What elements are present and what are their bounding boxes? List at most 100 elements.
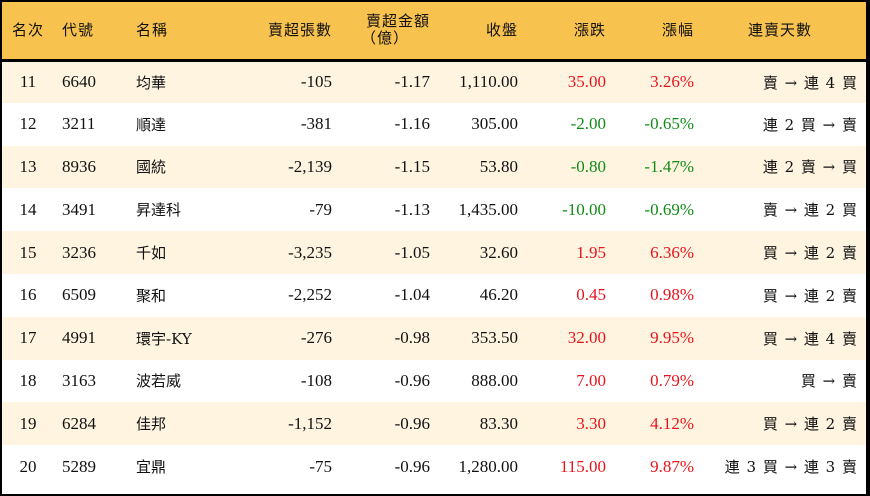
stock-name-cell: 佳邦 [136,415,167,434]
close-price-cell: 888.00 [471,370,518,390]
change-cell: 35.00 [567,72,606,92]
stock-name-cell: 環宇-KY [136,329,192,348]
change-cell: -2.00 [570,114,606,134]
close-price-cell: 305.00 [471,114,518,134]
close-price-cell: 46.20 [479,285,518,305]
header-code: 代號 [62,20,95,39]
table-body: 11 6640 均華 -105 -1.17 1,110.00 35.00 3.26% 賣 → 連… [2,60,866,488]
sell-volume-cell: -105 [300,72,332,92]
change-cell: -0.80 [570,156,606,176]
sell-volume-cell: -108 [300,370,332,390]
sell-volume-cell: -2,139 [288,156,332,176]
stock-code-cell: 3211 [62,114,96,134]
stock-code-cell: 3491 [62,199,96,219]
rank-cell: 12 [19,114,37,134]
header-close: 收盤 [485,20,518,39]
table-row[interactable]: 13 8936 國統 -2,139 -1.15 53.80 -0.80 -1.47% 連 2 賣… [2,145,866,189]
streak-cell: 賣 → 連 2 買 [762,201,858,220]
stock-name-cell: 均華 [136,73,167,92]
header-name: 名稱 [136,20,169,39]
table-row[interactable]: 15 3236 千如 -3,235 -1.05 32.60 1.95 6.36% 買 → 連 2… [2,231,866,274]
stock-code-cell: 3236 [62,242,96,262]
sell-amount-cell: -0.96 [394,370,430,390]
sell-amount-cell: -1.05 [394,242,430,262]
sell-volume-cell: -79 [309,199,332,219]
close-price-cell: 353.50 [471,328,518,348]
stock-name-cell: 千如 [136,244,167,263]
stock-code-cell: 3163 [62,370,96,390]
close-price-cell: 32.60 [479,242,518,262]
rank-cell: 11 [19,72,37,92]
stock-code-cell: 6640 [62,72,96,92]
sell-amount-cell: -1.13 [394,199,430,219]
sell-amount-cell: -1.17 [394,72,430,92]
stock-code-cell: 5289 [62,456,96,476]
change-cell: 0.45 [576,285,606,305]
sell-amount-cell: -1.04 [394,285,430,305]
stock-code-cell: 6509 [62,285,96,305]
rank-cell: 18 [19,370,37,390]
change-cell: -10.00 [562,199,606,219]
stock-name-cell: 波若威 [136,372,182,391]
sell-volume-cell: -3,235 [288,242,332,262]
table-row[interactable]: 14 3491 昇達科 -79 -1.13 1,435.00 -10.00 -0.69% 賣 →… [2,188,866,232]
table-row[interactable]: 17 4991 環宇-KY -276 -0.98 353.50 32.00 9.95% 買 → … [2,316,866,360]
stock-code-cell: 8936 [62,156,96,176]
sell-volume-cell: -2,252 [288,285,332,305]
streak-cell: 買 → 連 4 賣 [762,329,858,348]
close-price-cell: 1,280.00 [458,456,519,476]
close-price-cell: 83.30 [479,413,518,433]
change-cell: 7.00 [576,370,606,390]
close-price-cell: 53.80 [479,156,518,176]
table-row[interactable]: 19 6284 佳邦 -1,152 -0.96 83.30 3.30 4.12% 買 → 連 2… [2,402,866,446]
rank-cell: 19 [19,413,37,433]
streak-cell: 連 2 買 → 賣 [762,115,858,134]
net-sell-ranking-table: 名次 代號 名稱 賣超張數 賣超金額 （億） 收盤 漲跌 漲幅 連賣天數 11 6… [2,2,866,488]
header-sell-amount-line1: 賣超金額 [365,12,430,31]
header-sell-amount-line2: （億） [360,29,409,48]
close-price-cell: 1,110.00 [459,72,518,92]
streak-cell: 買 → 連 2 賣 [762,415,858,434]
sell-amount-cell: -0.96 [394,456,430,476]
stock-code-cell: 4991 [62,328,96,348]
sell-volume-cell: -75 [309,456,332,476]
stock-name-cell: 聚和 [136,286,167,305]
change-pct-cell: -0.65% [644,114,694,134]
streak-cell: 買 → 賣 [800,372,858,391]
change-pct-cell: -0.69% [644,199,694,219]
change-pct-cell: 0.79% [650,370,694,390]
header-streak: 連賣天數 [747,20,812,39]
table-row[interactable]: 12 3211 順達 -381 -1.16 305.00 -2.00 -0.65% 連 2 買 … [2,102,866,146]
sell-amount-cell: -0.96 [394,413,430,433]
stock-name-cell: 宜鼎 [136,458,167,477]
header-rank: 名次 [11,20,44,39]
change-pct-cell: -1.47% [644,156,694,176]
change-pct-cell: 9.87% [650,456,694,476]
rank-cell: 17 [19,328,37,348]
change-pct-cell: 0.98% [650,285,694,305]
rank-cell: 13 [19,156,37,176]
change-cell: 1.95 [576,242,606,262]
rank-cell: 16 [19,285,37,305]
table-row[interactable]: 11 6640 均華 -105 -1.17 1,110.00 35.00 3.26% 賣 → 連… [2,60,866,103]
streak-cell: 連 3 買 → 連 3 賣 [724,458,858,477]
rank-cell: 20 [19,456,37,476]
header-change-pct: 漲幅 [661,20,694,39]
header-sell-amount: 賣超金額 （億） [336,2,434,60]
change-pct-cell: 9.95% [650,328,694,348]
sell-amount-cell: -1.16 [394,114,430,134]
streak-cell: 買 → 連 2 賣 [762,244,858,263]
table-row[interactable]: 20 5289 宜鼎 -75 -0.96 1,280.00 115.00 9.87% 連 3 買… [2,445,866,488]
table-header-row: 名次 代號 名稱 賣超張數 賣超金額 （億） 收盤 漲跌 漲幅 連賣天數 [2,2,866,60]
change-cell: 3.30 [576,413,606,433]
streak-cell: 買 → 連 2 賣 [762,286,858,305]
table-row[interactable]: 16 6509 聚和 -2,252 -1.04 46.20 0.45 0.98% 買 → 連 2… [2,273,866,317]
streak-cell: 賣 → 連 4 買 [762,73,858,92]
change-cell: 115.00 [559,456,606,476]
table-row[interactable]: 18 3163 波若威 -108 -0.96 888.00 7.00 0.79% 買 → 賣 [2,359,866,403]
stock-name-cell: 昇達科 [136,201,182,220]
sell-volume-cell: -1,152 [288,413,332,433]
stock-name-cell: 國統 [136,158,167,177]
stock-name-cell: 順達 [136,115,167,134]
